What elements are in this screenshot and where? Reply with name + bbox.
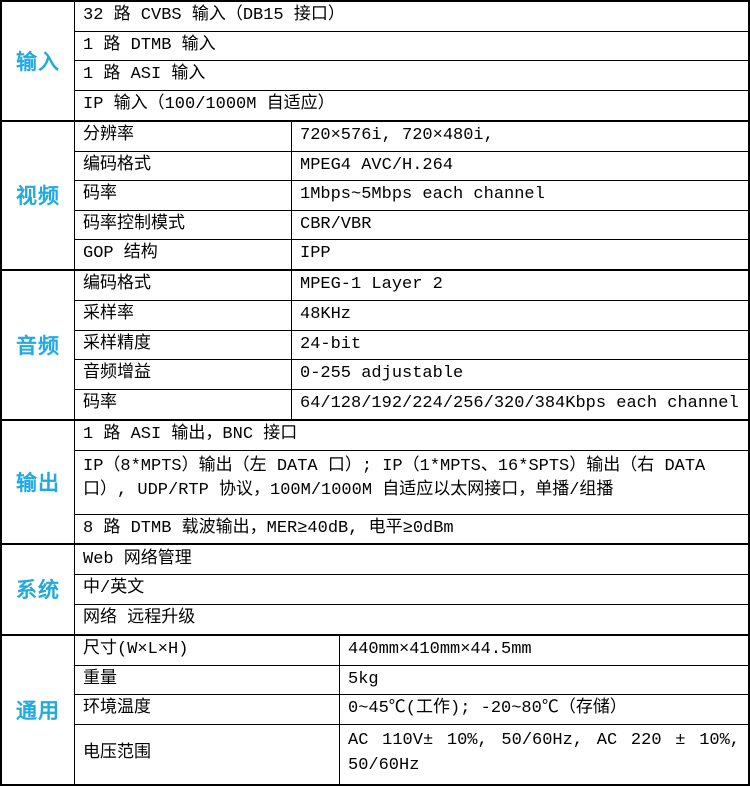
spec-param: 采样率: [75, 301, 292, 330]
section-label-output: 输出: [2, 420, 75, 544]
table-row: 电压范围 AC 110V± 10%, 50/60Hz, AC 220 ± 10%…: [75, 723, 748, 784]
spec-value: 32 路 CVBS 输入（DB15 接口）: [83, 6, 345, 25]
spec-value: 720×576i, 720×480i,: [300, 125, 494, 145]
spec-param: 重量: [75, 665, 340, 695]
spec-value: 1Mbps~5Mbps each channel: [300, 185, 545, 205]
table-row: 采样精度 24-bit: [75, 329, 748, 360]
table-row: 编码格式 MPEG4 AVC/H.264: [75, 150, 748, 181]
spec-value: 1 路 ASI 输出，BNC 接口: [83, 424, 298, 444]
spec-param: GOP 结构: [75, 240, 292, 270]
spec-value: 440mm×410mm×44.5mm: [348, 639, 532, 659]
section-video: 视频 分辨率 720×576i, 720×480i, 编码格式 MPEG4 AV…: [2, 119, 748, 270]
spec-value: IPP: [300, 244, 331, 264]
table-row: 中/英文: [75, 574, 748, 604]
section-label-audio: 音频: [2, 271, 75, 419]
table-row: GOP 结构 IPP: [75, 239, 748, 270]
table-row: 重量 5kg: [75, 664, 748, 695]
section-system: 系统 Web 网络管理 中/英文 网络 远程升级: [2, 543, 748, 634]
table-row: 32 路 CVBS 输入（DB15 接口）: [75, 2, 748, 31]
section-rows: 分辨率 720×576i, 720×480i, 编码格式 MPEG4 AVC/H…: [75, 121, 748, 270]
spec-value: Web 网络管理: [83, 549, 192, 569]
table-row: 环境温度 0~45℃(工作); -20~80℃（存储）: [75, 694, 748, 724]
section-rows: 32 路 CVBS 输入（DB15 接口） 1 路 DTMB 输入 1 路 AS…: [75, 2, 748, 120]
section-label-input: 输入: [2, 2, 75, 120]
table-row: 1 路 ASI 输入: [75, 60, 748, 90]
table-row: 码率 64/128/192/224/256/320/384Kbps each c…: [75, 389, 748, 419]
spec-param: 音频增益: [75, 360, 292, 390]
spec-value: CBR/VBR: [300, 214, 372, 234]
spec-param: 电压范围: [75, 724, 340, 784]
spec-value: 网络 远程升级: [83, 608, 196, 628]
section-output: 输出 1 路 ASI 输出，BNC 接口 IP（8*MPTS）输出（左 DATA…: [2, 418, 748, 544]
table-row: 采样率 48KHz: [75, 300, 748, 330]
table-row: Web 网络管理: [75, 545, 748, 574]
table-row: 尺寸(W×L×H) 440mm×410mm×44.5mm: [75, 635, 748, 665]
table-row: 1 路 ASI 输出，BNC 接口: [75, 421, 748, 450]
section-label-video: 视频: [2, 121, 75, 270]
table-row: 8 路 DTMB 载波输出，MER≥40dB, 电平≥0dBm: [75, 513, 748, 544]
section-audio: 音频 编码格式 MPEG-1 Layer 2 采样率 48KHz 采样精度 24…: [2, 269, 748, 419]
spec-value: 24-bit: [300, 334, 362, 354]
spec-value: 64/128/192/224/256/320/384Kbps each chan…: [300, 394, 739, 414]
spec-value: MPEG4 AVC/H.264: [300, 155, 454, 175]
spec-param: 分辨率: [75, 121, 292, 151]
spec-value: MPEG-1 Layer 2: [300, 275, 443, 295]
section-label-general: 通用: [2, 635, 75, 784]
spec-param: 环境温度: [75, 695, 340, 724]
spec-param: 编码格式: [75, 271, 292, 301]
section-general: 通用 尺寸(W×L×H) 440mm×410mm×44.5mm 重量 5kg 环…: [2, 633, 748, 784]
section-input: 输入 32 路 CVBS 输入（DB15 接口） 1 路 DTMB 输入 1 路…: [2, 2, 748, 120]
spec-param: 采样精度: [75, 330, 292, 360]
section-rows: 编码格式 MPEG-1 Layer 2 采样率 48KHz 采样精度 24-bi…: [75, 271, 748, 419]
spec-param: 编码格式: [75, 151, 292, 181]
spec-value: 1 路 DTMB 输入: [83, 35, 216, 55]
spec-param: 码率控制模式: [75, 210, 292, 240]
spec-param: 码率: [75, 390, 292, 419]
table-row: 分辨率 720×576i, 720×480i,: [75, 121, 748, 151]
spec-value: 中/英文: [83, 579, 145, 599]
spec-value: 8 路 DTMB 载波输出，MER≥40dB, 电平≥0dBm: [83, 518, 454, 538]
table-row: IP 输入（100/1000M 自适应）: [75, 89, 748, 120]
section-rows: Web 网络管理 中/英文 网络 远程升级: [75, 545, 748, 633]
section-label-system: 系统: [2, 545, 75, 634]
spec-param: 尺寸(W×L×H): [75, 635, 340, 665]
table-row: 1 路 DTMB 输入: [75, 30, 748, 61]
section-rows: 1 路 ASI 输出，BNC 接口 IP（8*MPTS）输出（左 DATA 口）…: [75, 421, 748, 544]
spec-value: 0-255 adjustable: [300, 364, 464, 384]
section-rows: 尺寸(W×L×H) 440mm×410mm×44.5mm 重量 5kg 环境温度…: [75, 635, 748, 784]
table-row: 音频增益 0-255 adjustable: [75, 359, 748, 390]
spec-value: 0~45℃(工作); -20~80℃（存储）: [348, 699, 627, 719]
spec-value: IP（8*MPTS）输出（左 DATA 口）; IP（1*MPTS、16*SPT…: [83, 456, 706, 501]
table-row: IP（8*MPTS）输出（左 DATA 口）; IP（1*MPTS、16*SPT…: [75, 449, 748, 514]
table-row: 编码格式 MPEG-1 Layer 2: [75, 271, 748, 301]
table-row: 码率 1Mbps~5Mbps each channel: [75, 180, 748, 210]
spec-value: AC 110V± 10%, 50/60Hz, AC 220 ± 10%, 50/…: [348, 730, 740, 775]
table-row: 码率控制模式 CBR/VBR: [75, 209, 748, 240]
spec-param: 码率: [75, 181, 292, 210]
spec-value: IP 输入（100/1000M 自适应）: [83, 94, 335, 114]
spec-value: 48KHz: [300, 305, 352, 325]
table-row: 网络 远程升级: [75, 603, 748, 634]
spec-value: 1 路 ASI 输入: [83, 65, 206, 85]
spec-value: 5kg: [348, 669, 379, 689]
